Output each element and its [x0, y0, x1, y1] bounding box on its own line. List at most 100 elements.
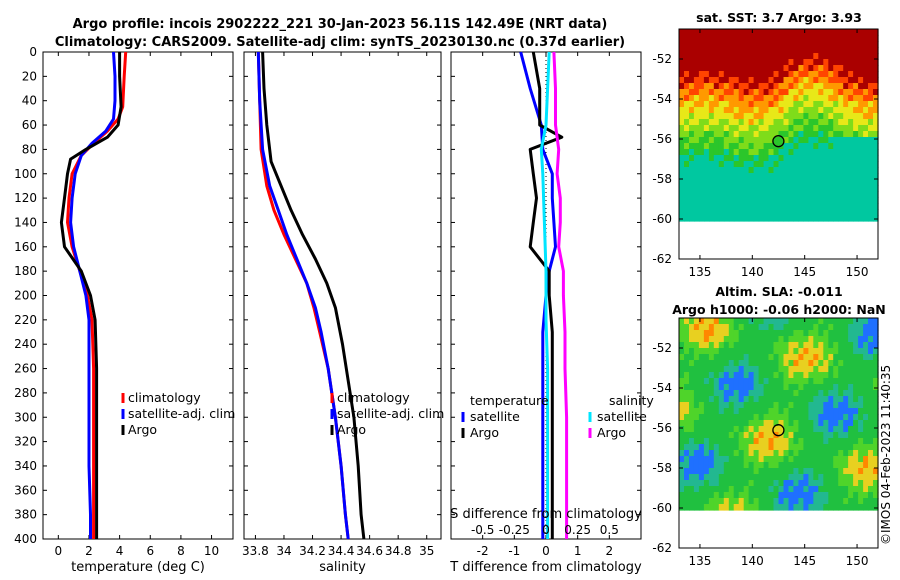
map-cell: [708, 396, 715, 403]
map-cell: [718, 444, 725, 451]
map-cell: [693, 107, 700, 114]
map-cell: [788, 396, 795, 403]
map-cell: [748, 155, 755, 162]
map-cell: [753, 59, 760, 66]
map-cell: [848, 336, 854, 343]
map-cell: [713, 342, 720, 349]
map-cell: [823, 504, 829, 511]
y-tick-label: 100: [14, 167, 37, 181]
y-tick-label: 220: [14, 313, 37, 327]
map-cell: [679, 125, 685, 132]
map-cell: [753, 450, 760, 457]
y-tick-label: -62: [652, 541, 672, 555]
map-cell: [753, 456, 760, 463]
map-cell: [843, 179, 849, 186]
map-cell: [689, 336, 695, 343]
map-cell: [828, 197, 834, 204]
map-cell: [753, 89, 760, 96]
map-cell: [873, 191, 879, 198]
map-cell: [793, 65, 799, 72]
map-cell: [793, 35, 799, 42]
map-cell: [679, 113, 685, 120]
map-cell: [738, 155, 745, 162]
map-cell: [718, 83, 725, 90]
map-cell: [718, 209, 725, 216]
map-cell: [698, 456, 705, 463]
map-cell: [689, 438, 695, 445]
map-cell: [833, 324, 839, 331]
map-cell: [684, 366, 690, 373]
map-cell: [823, 107, 829, 114]
map-cell: [768, 438, 775, 445]
map-cell: [758, 149, 765, 156]
map-cell: [753, 426, 760, 433]
map-cell: [818, 402, 824, 409]
map-cell: [853, 444, 859, 451]
map-cell: [684, 47, 690, 54]
map-cell: [793, 378, 799, 385]
map-cell: [698, 378, 705, 385]
map-cell: [798, 438, 804, 445]
map-cell: [753, 107, 760, 114]
map-cell: [868, 83, 874, 90]
map-cell: [718, 390, 725, 397]
map-cell: [679, 107, 685, 114]
map-cell: [738, 468, 745, 475]
x-tick-label: 6: [146, 544, 154, 558]
x-tick-label: 135: [688, 265, 711, 279]
map-cell: [768, 414, 775, 421]
map-cell: [743, 366, 750, 373]
map-cell: [783, 378, 790, 385]
map-cell: [838, 360, 844, 367]
map-cell: [778, 402, 785, 409]
map-cell: [838, 402, 844, 409]
map-cell: [828, 71, 834, 78]
map-cell: [828, 161, 834, 168]
map-cell: [763, 215, 770, 222]
map-cell: [848, 65, 854, 72]
map-cell: [873, 155, 879, 162]
map-cell: [818, 35, 824, 42]
map-cell: [698, 215, 705, 222]
map-cell: [689, 390, 695, 397]
map-cell: [718, 456, 725, 463]
map-cell: [838, 47, 844, 54]
map-cell: [783, 83, 790, 90]
map-cell: [863, 191, 869, 198]
map-cell: [803, 444, 809, 451]
map-cell: [758, 83, 765, 90]
map-cell: [848, 462, 854, 469]
map-cell: [743, 185, 750, 192]
map-cell: [708, 426, 715, 433]
map-cell: [818, 59, 824, 66]
map-cell: [728, 167, 735, 174]
map-cell: [873, 324, 879, 331]
map-cell: [798, 384, 804, 391]
map-cell: [838, 450, 844, 457]
map-cell: [858, 468, 864, 475]
map-cell: [684, 125, 690, 132]
map-cell: [689, 426, 695, 433]
map-cell: [848, 378, 854, 385]
map-cell: [708, 41, 715, 48]
map-cell: [793, 336, 799, 343]
map-cell: [783, 215, 790, 222]
map-cell: [783, 432, 790, 439]
map-cell: [733, 65, 740, 72]
map-cell: [798, 402, 804, 409]
map-cell: [758, 402, 765, 409]
map-cell: [723, 414, 730, 421]
map-cell: [803, 360, 809, 367]
map-cell: [753, 384, 760, 391]
map-cell: [733, 390, 740, 397]
map-cell: [753, 71, 760, 78]
map-cell: [748, 420, 755, 427]
s-tick-label: 0: [542, 523, 550, 537]
map-cell: [778, 47, 785, 54]
map-cell: [708, 486, 715, 493]
map-cell: [738, 161, 745, 168]
map-cell: [798, 59, 804, 66]
map-cell: [778, 438, 785, 445]
map-cell: [748, 59, 755, 66]
map-cell: [713, 209, 720, 216]
